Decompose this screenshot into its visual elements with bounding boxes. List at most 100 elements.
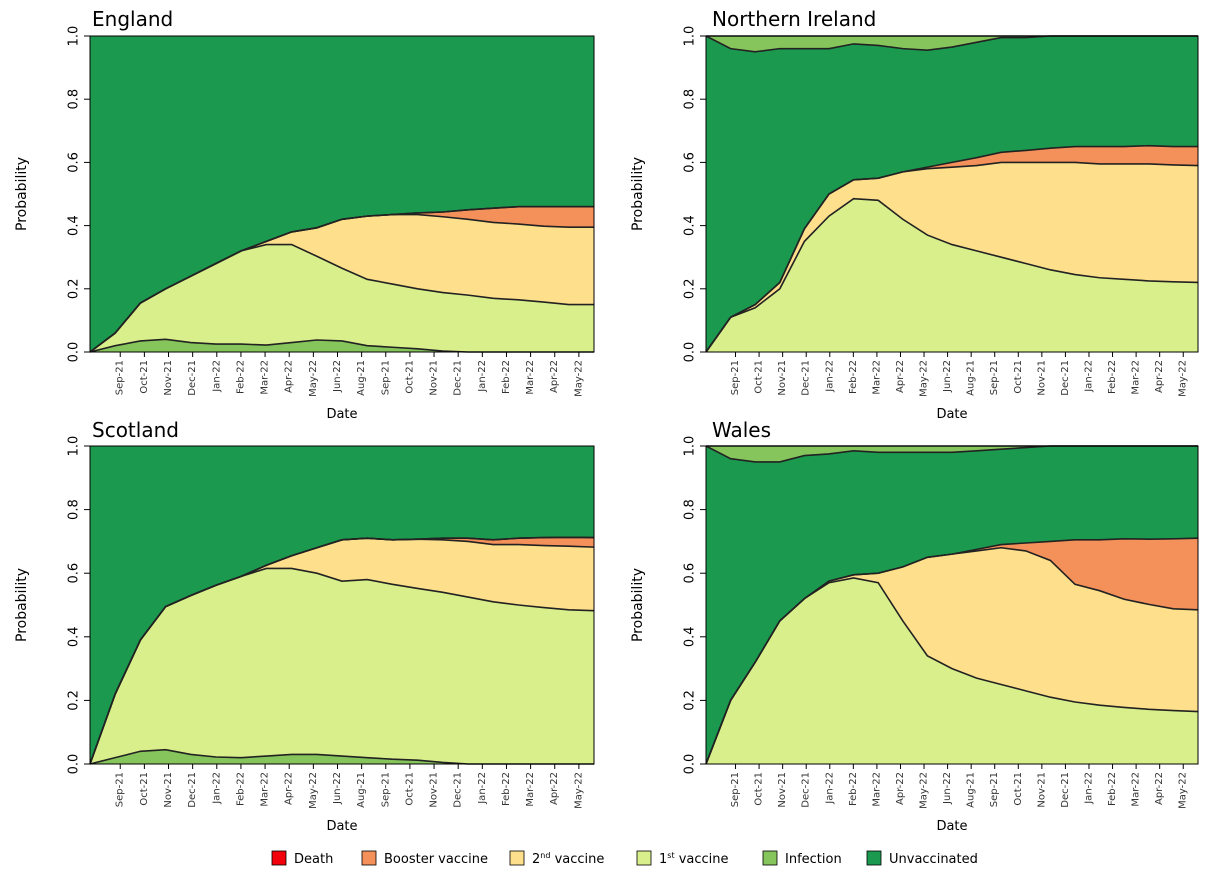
area-unvaccinated <box>706 446 1198 764</box>
y-tick-label: 0.2 <box>683 690 698 711</box>
x-tick-label: May-22 <box>573 360 584 397</box>
x-tick-label: May-22 <box>919 772 930 809</box>
x-tick-label: Sep-21 <box>380 360 391 395</box>
x-tick-label: May-22 <box>573 772 584 809</box>
x-tick-label: Oct-21 <box>139 772 150 806</box>
x-tick-label: Feb-22 <box>848 360 859 394</box>
x-tick-label: Feb-22 <box>501 772 512 806</box>
panel-northern-ireland: 0.0 0.2 0.4 0.6 0.8 1.0 Sep-21 Oct-21 Nov-21 Dec-… <box>630 7 1199 422</box>
x-tick-label: Mar-22 <box>871 772 882 807</box>
y-tick-label: 0.0 <box>67 754 82 775</box>
y-tick-label: 0.4 <box>67 215 82 236</box>
x-tick-label: Sep-21 <box>115 772 126 807</box>
x-tick-label: Sep-21 <box>380 772 391 807</box>
x-tick-label: Jun-22 <box>942 360 953 393</box>
boundary-line <box>705 144 1198 353</box>
chart-title: Northern Ireland <box>712 7 876 31</box>
x-tick-label: Sep-21 <box>989 772 1000 807</box>
x-tick-label: Apr-22 <box>1154 772 1165 805</box>
x-tick-label: May-22 <box>1178 360 1189 397</box>
legend-swatch <box>509 850 525 866</box>
area-infection <box>706 446 1198 462</box>
y-tick-label: 0.2 <box>67 278 82 299</box>
x-axis-label: Date <box>326 819 357 834</box>
x-tick-label: Sep-21 <box>730 772 741 807</box>
legend-label: Booster vaccine <box>384 852 488 867</box>
x-tick-label: Feb-22 <box>235 772 246 806</box>
x-tick-label: Jan-22 <box>477 360 488 393</box>
area-infection <box>90 339 594 352</box>
y-tick-label: 1.0 <box>683 436 698 457</box>
legend-label: 2nd vaccine <box>532 851 604 867</box>
x-tick-label: Jun-22 <box>332 360 343 393</box>
x-tick-label: May-22 <box>1178 772 1189 809</box>
area-1st-vaccine <box>706 198 1198 352</box>
panel-wales: 0.0 0.2 0.4 0.6 0.8 1.0 Sep-21 Oct-21 Nov-21 Dec-… <box>630 418 1199 834</box>
x-tick-label: Apr-22 <box>895 360 906 393</box>
x-tick-label: Nov-21 <box>429 772 440 808</box>
x-tick-label: Jan-22 <box>211 360 222 393</box>
y-tick-label: 0.0 <box>683 754 698 775</box>
legend-label: Death <box>294 852 333 867</box>
area-1st-vaccine <box>706 577 1198 764</box>
y-tick-label: 0.4 <box>683 215 698 236</box>
x-tick-label: Nov-21 <box>1036 772 1047 808</box>
y-tick-label: 0.8 <box>67 89 82 110</box>
y-tick-label: 0.8 <box>683 89 698 110</box>
y-tick-label: 0.8 <box>683 499 698 520</box>
y-tick-label: 0.0 <box>683 342 698 363</box>
x-tick-label: Mar-22 <box>525 360 536 395</box>
x-tick-label: Mar-22 <box>871 360 882 395</box>
x-tick-label: Jan-22 <box>1083 772 1094 805</box>
y-tick-label: 0.6 <box>67 152 82 173</box>
x-tick-label: Sep-21 <box>989 360 1000 395</box>
legend-swatch <box>636 850 652 866</box>
x-tick-label: Jan-22 <box>477 772 488 805</box>
area-2nd-vaccine <box>706 547 1198 764</box>
x-tick-label: Nov-21 <box>1036 360 1047 396</box>
x-tick-label: Oct-21 <box>754 772 765 806</box>
y-axis-label: Probability <box>630 157 646 231</box>
x-tick-label: Aug-21 <box>356 360 367 396</box>
area-1st-vaccine <box>90 244 594 352</box>
chart-title: Wales <box>712 418 771 442</box>
x-tick-label: May-22 <box>308 772 319 809</box>
x-tick-label: Dec-21 <box>801 360 812 396</box>
x-tick-label: Feb-22 <box>1107 360 1118 394</box>
x-tick-label: Apr-22 <box>895 772 906 805</box>
boundary-line <box>89 536 595 765</box>
y-tick-label: 0.4 <box>67 626 82 647</box>
area-2nd-vaccine <box>706 162 1198 352</box>
y-tick-label: 0.4 <box>683 626 698 647</box>
panel-scotland: 0.0 0.2 0.4 0.6 0.8 1.0 Sep-21 Oct-21 Nov-21 Dec-… <box>14 418 595 834</box>
boundary-line <box>705 197 1199 353</box>
area-2nd-vaccine <box>90 538 594 764</box>
x-tick-label: Jan-22 <box>824 772 835 805</box>
x-tick-label: Nov-21 <box>777 360 788 396</box>
x-tick-label: Aug-21 <box>966 360 977 396</box>
x-tick-label: Jan-22 <box>211 772 222 805</box>
x-tick-label: Dec-21 <box>187 360 198 396</box>
x-tick-label: Dec-21 <box>453 772 464 808</box>
legend-label: Unvaccinated <box>889 852 978 867</box>
x-tick-label: Nov-21 <box>163 360 174 396</box>
x-axis-label: Date <box>936 819 967 834</box>
x-tick-label: Feb-22 <box>1107 772 1118 806</box>
x-tick-label: Aug-21 <box>966 772 977 808</box>
area-unvaccinated <box>706 36 1198 352</box>
x-tick-label: Jun-22 <box>942 772 953 805</box>
legend-swatch <box>271 850 287 866</box>
x-tick-label: Dec-21 <box>187 772 198 808</box>
y-tick-label: 0.2 <box>67 690 82 711</box>
y-axis-label: Probability <box>14 157 30 231</box>
x-tick-label: Apr-22 <box>284 772 295 805</box>
y-axis-label: Probability <box>14 568 30 642</box>
x-tick-label: Mar-22 <box>525 772 536 807</box>
chart-title: Scotland <box>92 418 179 442</box>
legend-swatch <box>762 850 778 866</box>
x-tick-label: Nov-21 <box>777 772 788 808</box>
area-booster-vaccine <box>706 538 1198 764</box>
x-tick-label: Dec-21 <box>1060 772 1071 808</box>
x-tick-label: Aug-21 <box>356 772 367 808</box>
x-axis-label: Date <box>936 407 967 422</box>
